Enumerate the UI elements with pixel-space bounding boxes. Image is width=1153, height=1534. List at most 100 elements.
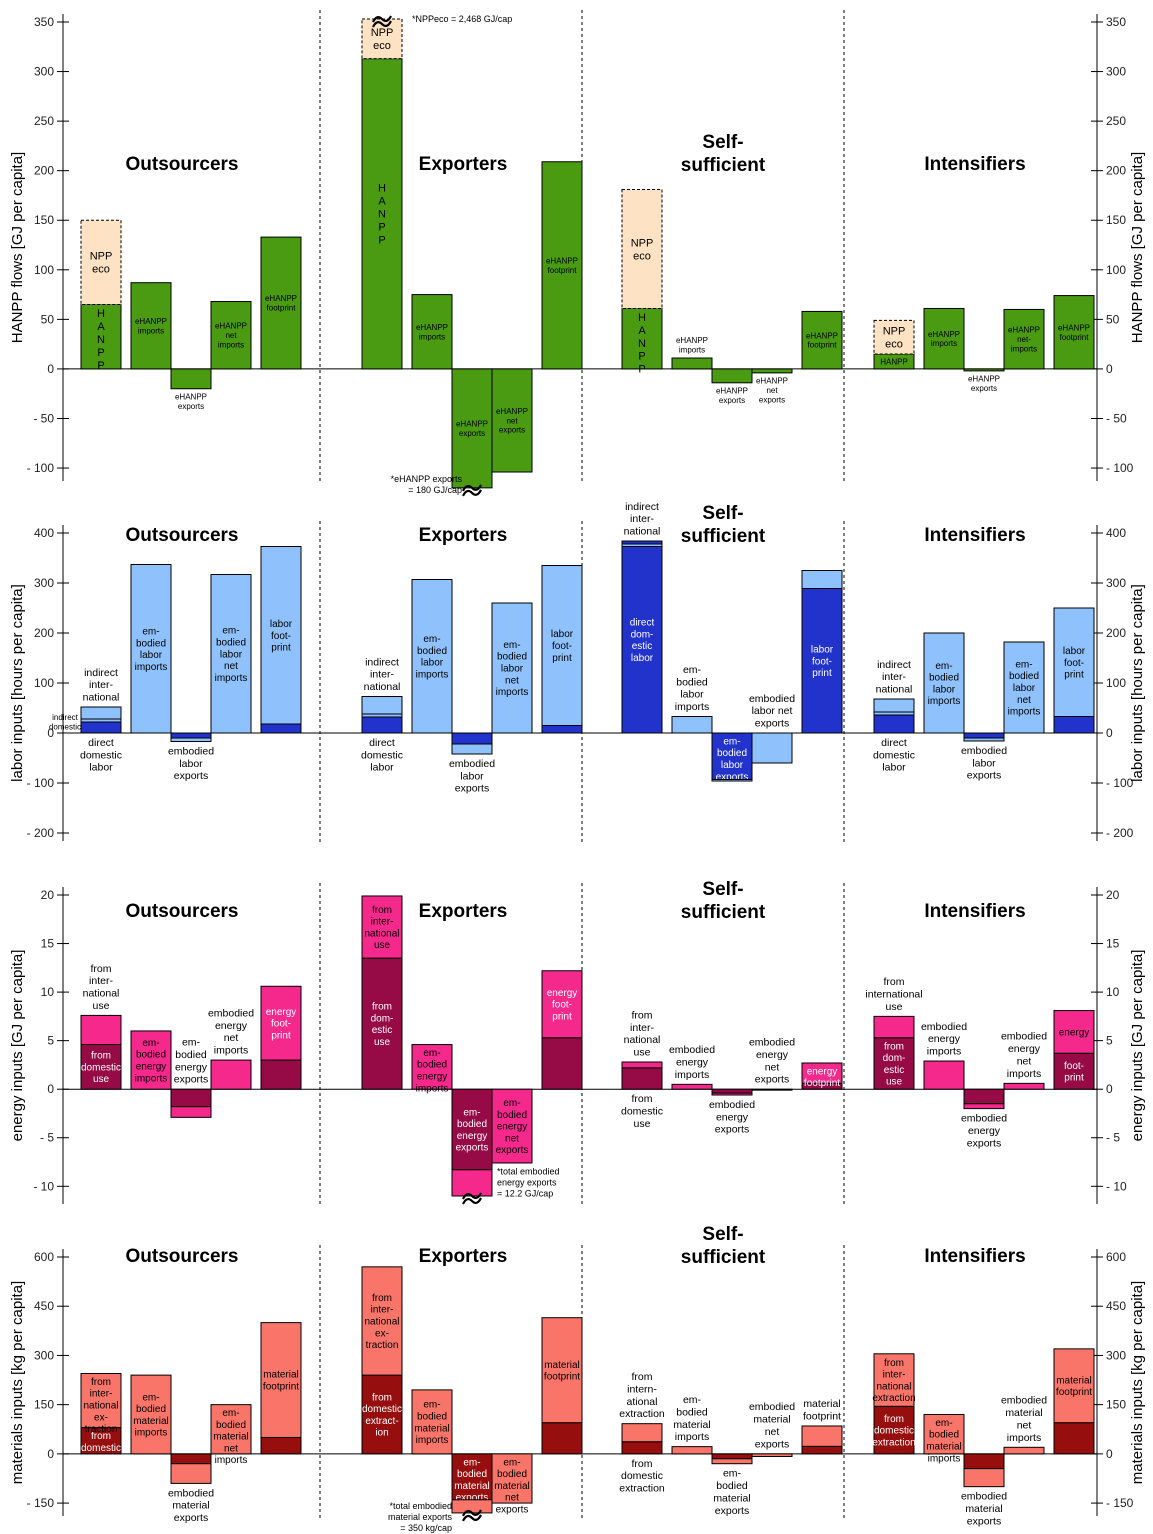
bar-segment [751,368,793,374]
bar-label: eHANPP net exports [496,407,528,435]
bar-label: em-bodied labor net imports [1008,659,1041,717]
bar-segment [491,1088,533,1164]
bar-annotation-below: from domestic extraction [619,1458,665,1495]
footnote-annotation: *total embodied energy exports = 12.2 GJ/c… [497,1167,560,1199]
y-tick-label-left: 5 [47,1034,54,1048]
bar-label: em-bodied material imports [414,1400,450,1446]
bar-annotation-below: direct domestic labor [361,737,403,774]
panel-labor: - 200 - 200 - 100 - 100 0 0 100 100 200 200 300 300… [9,501,1146,843]
y-tick-label-left: 15 [41,937,55,951]
bar-label: material footprint [544,1360,580,1383]
bar-segment [260,1436,302,1455]
bar-annotation-above: from international use [865,976,922,1013]
bar-label: from domestic use [81,1051,121,1086]
bar-segment [80,1044,122,1090]
bar-segment [801,570,843,589]
axis-break-icon [462,1192,482,1205]
bar-label: em-bodied energy imports [135,1038,168,1084]
bar-segment [541,1037,583,1090]
y-tick-label-left: 300 [34,576,54,590]
y-tick-label-left: 200 [34,626,54,640]
y-tick-label-right: 0 [1106,362,1113,376]
y-tick-label-left: 0 [47,362,54,376]
y-tick-label-left: 600 [34,1250,54,1264]
y-axis-title-left: labor inputs [hours per capita] [9,584,26,782]
y-tick-label-right: 300 [1106,1348,1126,1362]
y-tick-label-left: 10 [41,985,55,999]
bar-segment [1053,607,1095,717]
y-tick-label-right: 50 [1106,312,1120,326]
bar-segment [260,985,302,1061]
bar-annotation-above: from inter-national use [624,1009,661,1058]
y-tick-label-left: 350 [34,15,54,29]
bar-label: energy foot-print [266,1007,297,1042]
bar-label: em-bodied labor imports [135,627,168,673]
bar-segment [963,368,1005,372]
bar-segment [1053,1422,1095,1455]
group-title: Outsourcers [126,525,239,546]
bar-label: material footprint [1056,1375,1092,1398]
y-tick-label-right: 300 [1106,576,1126,590]
bar-segment [801,310,843,370]
group-title: Intensifiers [924,154,1025,175]
bar-segment [451,1499,493,1514]
bar-label: labor foot-print [551,629,574,664]
bar-label: em-bodied labor imports [416,634,449,680]
bar-label: eHANPP net-imports [1008,326,1040,354]
group-title: Self-sufficient [681,132,766,176]
bar-label: NPP eco [883,326,906,351]
bar-segment [260,546,302,725]
bar-segment [80,1372,122,1429]
bar-segment [170,1106,212,1118]
y-tick-label-left: - 100 [27,461,55,475]
group-title: Exporters [419,1246,508,1267]
bar-label: em-bodied labor exports [716,736,749,782]
axis-break-icon [462,1509,482,1522]
bar-label: from inter-national ex-traction [364,1293,399,1351]
bar-annotation-below: embodied labor exports [168,745,214,782]
bar-segment [671,1083,713,1090]
y-tick-label-right: 150 [1106,1398,1126,1412]
group-title: Self-sufficient [681,879,766,923]
footnote-annotation: *NPPeco = 2,468 GJ/cap [412,14,512,24]
bar-annotation-above: from intern-ational extraction [619,1371,665,1420]
bar-annotation-below: embodied material exports [961,1491,1007,1528]
y-tick-label-left: - 5 [40,1131,54,1145]
bar-label: em-bodied labor imports [928,661,961,707]
bar-segment [923,1413,965,1455]
bar-segment [451,1088,493,1171]
bar-segment [963,1088,1005,1105]
bar-segment [711,779,753,782]
bar-segment [873,698,915,713]
y-tick-label-right: 15 [1106,937,1120,951]
bar-annotation-above: embodied material net exports [749,1401,795,1450]
axis-break-icon [372,15,392,28]
y-axis-title-right: labor inputs [hours per capita] [1129,584,1146,782]
bar-segment [451,1453,493,1501]
y-tick-label-right: - 150 [1106,1496,1134,1510]
bar-annotation-below: from domestic use [621,1093,663,1130]
bar-segment [130,1374,172,1455]
bar-label: eHANPP exports [456,419,488,437]
y-tick-label-left: 100 [34,676,54,690]
y-tick-label-left: - 10 [33,1179,54,1193]
y-tick-label-right: - 50 [1106,411,1127,425]
bar-segment [361,716,403,734]
bar-label: em-bodied material exports [454,1457,490,1503]
bar-segment [80,1427,122,1455]
bar-segment [210,1059,252,1090]
bar-annotation-above: eHANPP imports [676,336,708,354]
bar-label: energy [1059,1027,1090,1038]
y-tick-label-right: 300 [1106,65,1126,79]
bar-label: em-bodied material imports [133,1392,169,1438]
bar-label: em-bodied material imports [926,1418,962,1464]
bar-segment [411,1044,453,1090]
bar-label: HANPP [880,357,908,366]
y-tick-label-left: - 50 [33,411,54,425]
bar-annotation-below: eHANPP exports [716,387,748,405]
y-tick-label-left: 250 [34,114,54,128]
y-tick-label-left: 0 [47,1447,54,1461]
y-tick-label-right: 100 [1106,263,1126,277]
bar-annotation-above: em-bodied material imports [673,1394,710,1443]
bar-label: em-bodied energy imports [416,1048,449,1094]
